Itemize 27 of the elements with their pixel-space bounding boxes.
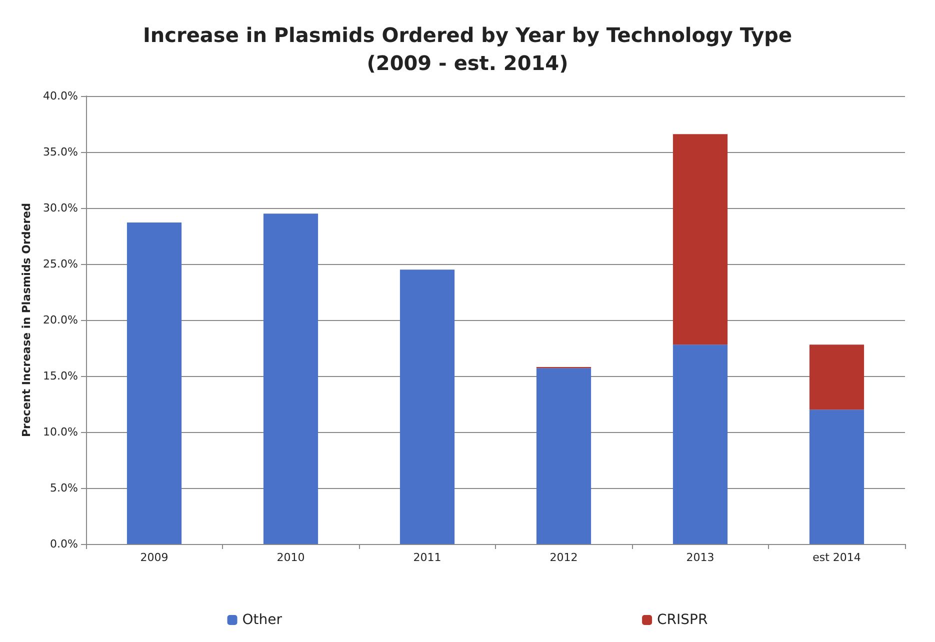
y-tick-label: 30.0%	[43, 202, 78, 214]
y-tick-label: 0.0%	[50, 538, 78, 550]
bar	[809, 410, 864, 544]
y-tick-label: 15.0%	[43, 370, 78, 382]
bar	[400, 270, 455, 544]
y-tick-label: 35.0%	[43, 146, 78, 158]
y-tick-label: 40.0%	[43, 90, 78, 102]
bar	[809, 344, 864, 410]
y-axis-title: Precent Increase in Plasmids Ordered	[20, 202, 34, 438]
bar	[672, 134, 728, 345]
y-tick-label: 25.0%	[43, 258, 78, 270]
bar	[126, 222, 182, 544]
x-tick-label: 2010	[276, 551, 305, 564]
legend-label: Other	[242, 612, 282, 628]
bar	[672, 344, 728, 544]
y-tick-label: 10.0%	[43, 426, 78, 438]
x-tick-label: 2011	[413, 551, 442, 564]
bar	[263, 214, 318, 544]
x-tick-label: 2012	[550, 551, 578, 564]
x-tick-label: 2009	[140, 551, 168, 564]
x-tick-label: 2013	[686, 551, 714, 564]
y-tick-label: 5.0%	[50, 482, 78, 494]
chart-title: Increase in Plasmids Ordered by Year by Technology Type (2009 - est. 2014)	[142, 23, 792, 75]
legend-label: CRISPR	[657, 612, 708, 628]
y-tick-label: 20.0%	[43, 314, 78, 326]
x-tick-label: est 2014	[812, 551, 861, 564]
bar	[536, 368, 592, 544]
